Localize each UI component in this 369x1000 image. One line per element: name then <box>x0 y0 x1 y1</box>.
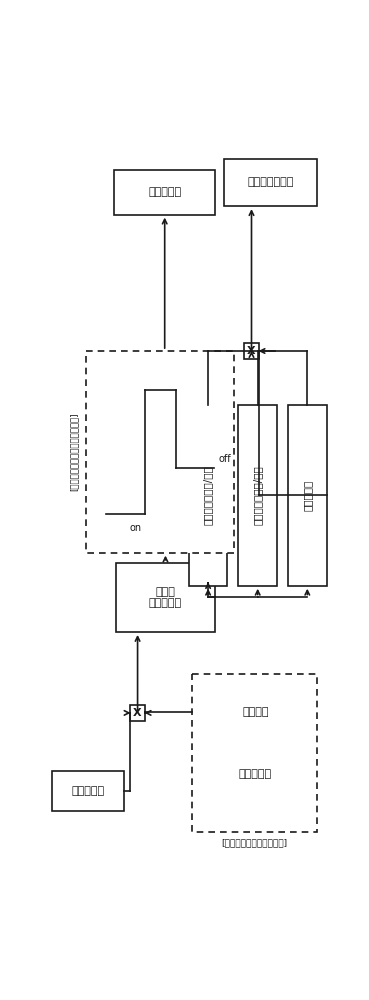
Text: [根据电动机过热确定发动机运行]: [根据电动机过热确定发动机运行] <box>70 413 79 491</box>
Text: on: on <box>129 523 141 533</box>
Bar <box>52 771 124 811</box>
Text: 最终电动机转矩: 最终电动机转矩 <box>248 177 294 187</box>
Text: 电动机温度: 电动机温度 <box>72 786 104 796</box>
Bar <box>288 405 327 586</box>
Text: 校正的
电动机温度: 校正的 电动机温度 <box>149 587 182 608</box>
Bar <box>238 405 277 586</box>
Text: 限制电动机温度/充电: 限制电动机温度/充电 <box>253 466 263 525</box>
Bar <box>116 563 215 632</box>
Bar <box>189 405 227 586</box>
Text: 发动机运行: 发动机运行 <box>148 187 181 197</box>
Text: off: off <box>218 454 231 464</box>
Bar <box>244 343 259 359</box>
Text: 电动机转矩: 电动机转矩 <box>302 480 312 511</box>
Bar <box>204 690 307 734</box>
Text: 限制电动机温度/放电: 限制电动机温度/放电 <box>203 466 213 525</box>
Bar <box>114 170 215 215</box>
Text: X: X <box>133 708 142 718</box>
Bar <box>224 158 317 206</box>
Text: [根据驱动条件的校正因素]: [根据驱动条件的校正因素] <box>221 839 288 848</box>
Bar <box>204 751 307 796</box>
Bar <box>192 674 317 832</box>
Text: 外界温度: 外界温度 <box>242 707 269 717</box>
Bar <box>130 705 145 721</box>
Text: 变速器油温: 变速器油温 <box>239 769 272 779</box>
Text: X: X <box>247 346 256 356</box>
Bar <box>86 351 234 553</box>
